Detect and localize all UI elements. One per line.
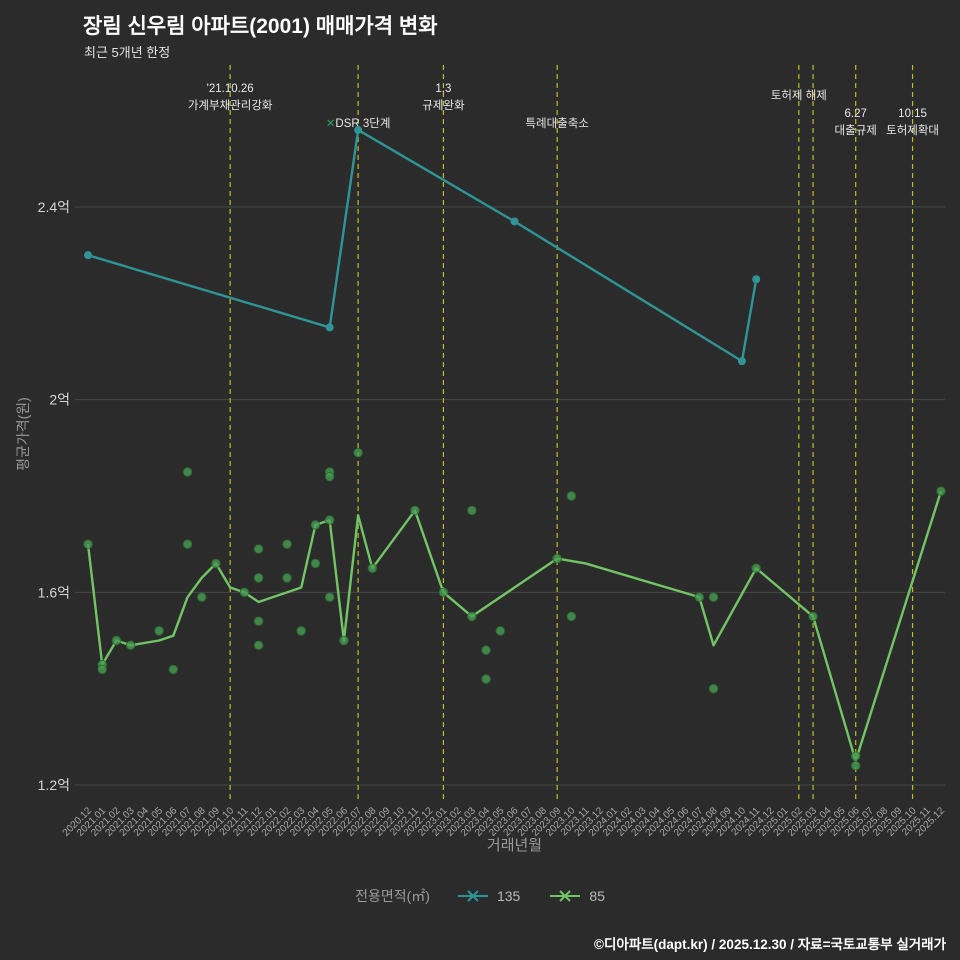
scatter-point bbox=[154, 626, 164, 636]
event-label: 특례대출축소 bbox=[525, 117, 588, 130]
scatter-point bbox=[708, 683, 719, 694]
scatter-point bbox=[566, 611, 577, 622]
event-label: 토허제 해제 bbox=[771, 89, 827, 102]
scatter-point bbox=[182, 467, 193, 477]
scatter-point bbox=[481, 674, 491, 684]
event-label: 대출규제 bbox=[835, 124, 877, 137]
series-marker-135 bbox=[510, 217, 519, 226]
series-line-85 bbox=[86, 490, 943, 763]
event-label: 10.15 bbox=[898, 108, 927, 120]
scatter-point bbox=[197, 592, 207, 602]
scatter-point bbox=[239, 587, 250, 598]
scatter-point bbox=[481, 645, 491, 655]
scatter-point bbox=[97, 664, 107, 675]
chart-subtitle: 최근 5개년 한정 bbox=[84, 45, 171, 60]
scatter-point bbox=[467, 505, 477, 516]
x-axis-title: 거래년월 bbox=[486, 837, 543, 854]
legend-entries: 135 85 bbox=[456, 888, 605, 904]
scatter-point bbox=[694, 592, 705, 602]
scatter-point bbox=[111, 635, 122, 646]
legend-entry-label: 135 bbox=[496, 888, 521, 904]
event-label: '21.10.26 bbox=[207, 83, 254, 95]
series-marker-135 bbox=[325, 323, 334, 332]
event-label: 가계부채관리강화 bbox=[188, 99, 273, 112]
y-tick-label: 2.4억 bbox=[38, 199, 70, 215]
scatter-point bbox=[410, 505, 420, 516]
scatter-point bbox=[253, 640, 264, 651]
scatter-point bbox=[339, 635, 349, 646]
legend-line-x-marker-icon bbox=[550, 890, 581, 902]
scatter-point bbox=[253, 616, 264, 626]
scatter-point bbox=[936, 486, 946, 496]
y-tick-label: 1.2억 bbox=[38, 777, 70, 793]
legend-entry-135[interactable]: 135 bbox=[456, 888, 520, 904]
scatter-point bbox=[182, 539, 193, 549]
scatter-point bbox=[324, 472, 335, 482]
scatter-point bbox=[851, 761, 861, 771]
legend: 전용면적(㎡) 135 85 bbox=[0, 886, 960, 906]
scatter-point bbox=[751, 563, 761, 573]
legend-line-x-marker-icon bbox=[457, 890, 488, 902]
legend-entry-label: 85 bbox=[589, 888, 605, 904]
event-label: ✕DSR 3단계 bbox=[326, 117, 391, 130]
chart-title: 장림 신우림 아파트(2001) 매매가격 변화 bbox=[83, 15, 438, 38]
scatter-point bbox=[495, 626, 505, 636]
scatter-point bbox=[324, 592, 335, 602]
event-label: 1.3 bbox=[435, 83, 451, 95]
series-marker-135 bbox=[354, 125, 363, 134]
scatter-point bbox=[438, 587, 449, 598]
y-tick-label: 2억 bbox=[49, 392, 70, 408]
legend-entry-85[interactable]: 85 bbox=[548, 888, 605, 904]
event-label: 토허제확대 bbox=[886, 124, 939, 137]
scatter-point bbox=[282, 539, 292, 549]
scatter-point bbox=[324, 515, 335, 525]
scatter-point bbox=[367, 563, 378, 573]
scatter-point bbox=[353, 447, 363, 458]
scatter-point bbox=[310, 520, 321, 530]
series-marker-135 bbox=[752, 275, 761, 284]
scatter-point bbox=[566, 491, 577, 501]
scatter-point bbox=[253, 544, 264, 554]
series-line-135 bbox=[87, 128, 758, 363]
scatter-point bbox=[83, 539, 93, 549]
event-label: 규제완화 bbox=[422, 99, 465, 112]
scatter-point bbox=[168, 664, 179, 675]
copyright-footer: ©디아파트(dapt.kr) / 2025.12.30 / 자료=국토교통부 실… bbox=[594, 937, 946, 952]
legend-title: 전용면적(㎡) bbox=[355, 888, 430, 904]
scatter-point bbox=[125, 640, 136, 651]
scatter-point bbox=[851, 751, 861, 761]
scatter-point bbox=[310, 558, 321, 569]
y-tick-label: 1.6억 bbox=[38, 584, 70, 600]
scatter-point bbox=[296, 626, 306, 636]
scatter-point bbox=[211, 558, 221, 569]
scatter-point bbox=[552, 553, 562, 564]
series-marker-135 bbox=[84, 251, 92, 260]
scatter-point bbox=[808, 611, 818, 622]
series-marker-135 bbox=[737, 357, 746, 366]
y-axis-title: 평균가격(원) bbox=[15, 397, 31, 471]
scatter-point bbox=[708, 592, 719, 602]
scatter-point bbox=[253, 573, 264, 583]
scatter-point bbox=[467, 611, 477, 622]
scatter-point bbox=[282, 573, 292, 583]
event-label: 6.27 bbox=[845, 108, 867, 120]
